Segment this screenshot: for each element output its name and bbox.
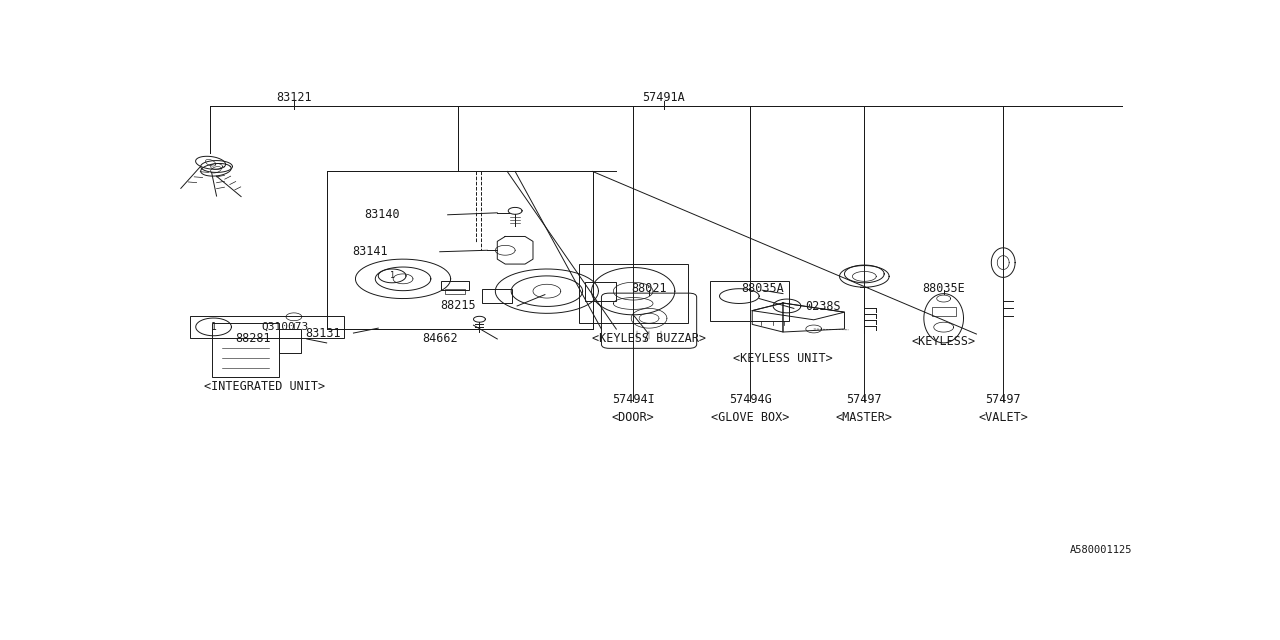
Text: <KEYLESS>: <KEYLESS> bbox=[911, 335, 975, 348]
Text: 88035A: 88035A bbox=[741, 282, 783, 295]
Bar bbox=[932, 307, 956, 316]
Text: 57497: 57497 bbox=[846, 393, 882, 406]
Text: Q310073: Q310073 bbox=[261, 322, 308, 332]
Text: 88215: 88215 bbox=[440, 300, 475, 312]
Text: 88021: 88021 bbox=[631, 282, 667, 295]
Text: A580001125: A580001125 bbox=[1070, 545, 1132, 555]
Bar bbox=[326, 172, 593, 329]
Text: 84662: 84662 bbox=[422, 332, 458, 346]
Bar bbox=[189, 316, 343, 338]
Bar bbox=[709, 282, 788, 321]
Text: <GLOVE BOX>: <GLOVE BOX> bbox=[712, 412, 790, 424]
Text: 88035E: 88035E bbox=[923, 282, 965, 295]
Text: 0238S: 0238S bbox=[805, 300, 841, 313]
Text: 57494I: 57494I bbox=[612, 393, 654, 406]
Text: <KEYLESS UNIT>: <KEYLESS UNIT> bbox=[733, 352, 833, 365]
Text: 1: 1 bbox=[211, 322, 216, 332]
Text: 88281: 88281 bbox=[236, 332, 271, 346]
Text: 57491A: 57491A bbox=[643, 91, 685, 104]
Text: 1: 1 bbox=[389, 271, 394, 280]
Text: 83141: 83141 bbox=[352, 245, 388, 259]
Text: <KEYLESS BUZZAR>: <KEYLESS BUZZAR> bbox=[593, 332, 707, 346]
Text: <MASTER>: <MASTER> bbox=[836, 412, 893, 424]
Text: <VALET>: <VALET> bbox=[978, 412, 1028, 424]
Text: <INTEGRATED UNIT>: <INTEGRATED UNIT> bbox=[204, 380, 325, 393]
Bar bbox=[440, 281, 468, 290]
Text: 57494G: 57494G bbox=[728, 393, 772, 406]
Text: <DOOR>: <DOOR> bbox=[612, 412, 654, 424]
Bar bbox=[279, 329, 301, 353]
Text: 83121: 83121 bbox=[276, 91, 312, 104]
Bar bbox=[585, 282, 617, 301]
Text: 57497: 57497 bbox=[986, 393, 1021, 406]
Bar bbox=[579, 264, 687, 323]
Bar bbox=[483, 289, 512, 303]
Bar bbox=[444, 289, 465, 294]
Text: 83131: 83131 bbox=[305, 326, 340, 340]
Bar bbox=[326, 172, 593, 329]
Text: 83140: 83140 bbox=[365, 208, 401, 221]
Bar bbox=[211, 323, 279, 378]
